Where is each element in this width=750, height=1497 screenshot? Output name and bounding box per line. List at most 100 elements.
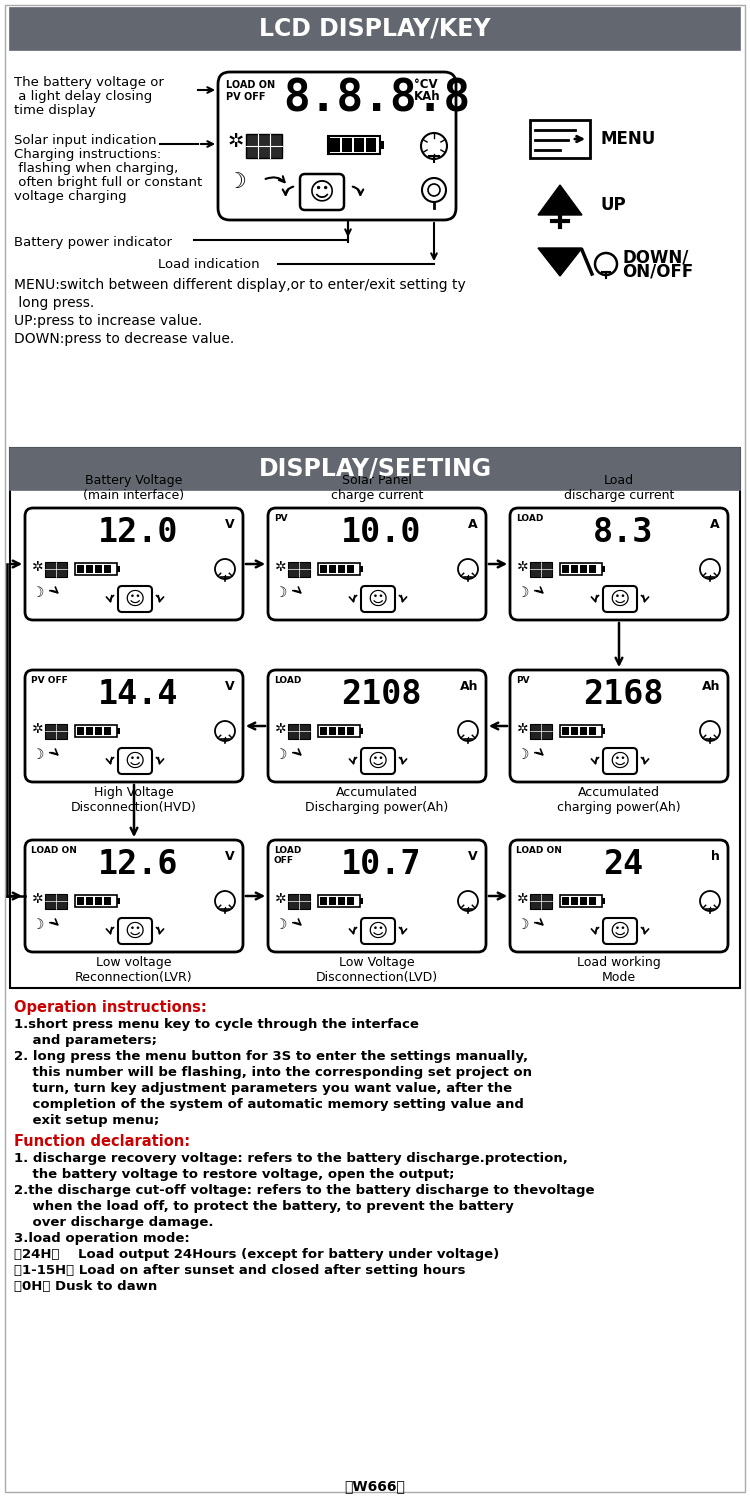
Text: Load working
Mode: Load working Mode [578, 957, 661, 984]
Text: LOAD ON: LOAD ON [226, 79, 275, 90]
Text: often bright full or constant: often bright full or constant [14, 177, 202, 189]
Bar [530, 894, 552, 909]
Bar [338, 897, 345, 906]
Text: LOAD ON: LOAD ON [516, 846, 562, 855]
Bar [288, 894, 310, 909]
Circle shape [700, 722, 720, 741]
Bar [86, 728, 93, 735]
Bar [86, 897, 93, 906]
Text: when the load off, to protect the battery, to prevent the battery: when the load off, to protect the batter… [14, 1201, 514, 1213]
Bar [602, 728, 605, 734]
Text: 2168: 2168 [583, 678, 664, 711]
Bar [320, 897, 327, 906]
Bar [45, 725, 67, 740]
Bar [246, 135, 282, 159]
Text: 3.load operation mode:: 3.load operation mode: [14, 1232, 190, 1246]
Text: 12.0: 12.0 [98, 516, 178, 549]
Bar [328, 136, 380, 154]
Text: ☽: ☽ [274, 918, 286, 933]
FancyBboxPatch shape [510, 840, 728, 952]
Bar [342, 138, 352, 153]
Text: ☽: ☽ [226, 172, 246, 192]
Text: DOWN/: DOWN/ [622, 249, 688, 266]
Text: 《W666》: 《W666》 [344, 1479, 406, 1493]
Bar [329, 897, 336, 906]
FancyBboxPatch shape [300, 174, 344, 210]
Text: PV: PV [516, 677, 530, 686]
Bar [602, 898, 605, 904]
Text: UP:press to increase value.: UP:press to increase value. [14, 314, 202, 328]
Circle shape [215, 558, 235, 579]
Bar [338, 728, 345, 735]
Text: 14.4: 14.4 [98, 678, 178, 711]
Text: ☺: ☺ [610, 922, 630, 940]
Polygon shape [538, 249, 582, 275]
Text: ☽: ☽ [31, 748, 44, 762]
Text: Battery Voltage
(main interface): Battery Voltage (main interface) [83, 475, 184, 501]
Text: 10.7: 10.7 [341, 847, 422, 882]
Bar [360, 566, 363, 572]
FancyBboxPatch shape [603, 585, 637, 612]
Bar [338, 564, 345, 573]
FancyBboxPatch shape [25, 507, 243, 620]
Bar [380, 141, 384, 150]
Text: ☺: ☺ [309, 180, 335, 204]
Bar [360, 728, 363, 734]
FancyBboxPatch shape [361, 748, 395, 774]
Text: ☺: ☺ [368, 590, 388, 608]
Bar [95, 897, 102, 906]
Bar [45, 561, 67, 576]
Bar [580, 564, 587, 573]
Text: voltage charging: voltage charging [14, 190, 127, 204]
Bar [329, 564, 336, 573]
Bar [571, 897, 578, 906]
Circle shape [700, 558, 720, 579]
Bar [580, 897, 587, 906]
Text: ☽: ☽ [31, 918, 44, 933]
Text: flashing when charging,: flashing when charging, [14, 162, 178, 175]
Text: Accumulated
Discharging power(Ah): Accumulated Discharging power(Ah) [305, 786, 448, 814]
Text: MENU:switch between different display,or to enter/exit setting ty: MENU:switch between different display,or… [14, 278, 466, 292]
Bar [77, 728, 84, 735]
Text: °CV: °CV [414, 78, 438, 91]
Bar [318, 563, 360, 575]
Bar [320, 728, 327, 735]
Bar [530, 120, 590, 159]
Text: ☽: ☽ [31, 585, 44, 600]
Bar [366, 138, 376, 153]
FancyBboxPatch shape [510, 507, 728, 620]
Bar [75, 895, 117, 907]
Bar [77, 564, 84, 573]
Text: completion of the system of automatic memory setting value and: completion of the system of automatic me… [14, 1097, 524, 1111]
Circle shape [421, 133, 447, 159]
Bar [318, 895, 360, 907]
Text: 24: 24 [603, 847, 644, 882]
Text: 、1-15H】 Load on after sunset and closed after setting hours: 、1-15H】 Load on after sunset and closed … [14, 1263, 466, 1277]
Bar [10, 448, 740, 988]
Bar [45, 894, 67, 909]
Bar [562, 897, 569, 906]
Circle shape [428, 184, 440, 196]
Bar [104, 728, 111, 735]
Bar [288, 725, 310, 740]
Bar [95, 728, 102, 735]
Bar [330, 138, 340, 153]
Text: ☽: ☽ [274, 585, 286, 600]
Bar [347, 897, 354, 906]
Text: Low voltage
Reconnection(LVR): Low voltage Reconnection(LVR) [75, 957, 193, 984]
Circle shape [458, 891, 478, 912]
Text: V: V [225, 680, 235, 693]
Text: V: V [225, 518, 235, 531]
Text: ✲: ✲ [275, 722, 286, 737]
Text: UP: UP [600, 196, 625, 214]
Text: 、24H】    Load output 24Hours (except for battery under voltage): 、24H】 Load output 24Hours (except for ba… [14, 1248, 500, 1260]
Text: LOAD
OFF: LOAD OFF [274, 846, 302, 865]
Text: Ah: Ah [460, 680, 478, 693]
FancyBboxPatch shape [268, 840, 486, 952]
Text: LOAD ON: LOAD ON [31, 846, 76, 855]
Text: ✲: ✲ [32, 560, 44, 573]
Bar [75, 725, 117, 737]
Text: 2. long press the menu button for 3S to enter the settings manually,: 2. long press the menu button for 3S to … [14, 1049, 528, 1063]
Text: LCD DISPLAY/KEY: LCD DISPLAY/KEY [260, 16, 490, 40]
Text: ✲: ✲ [517, 560, 529, 573]
